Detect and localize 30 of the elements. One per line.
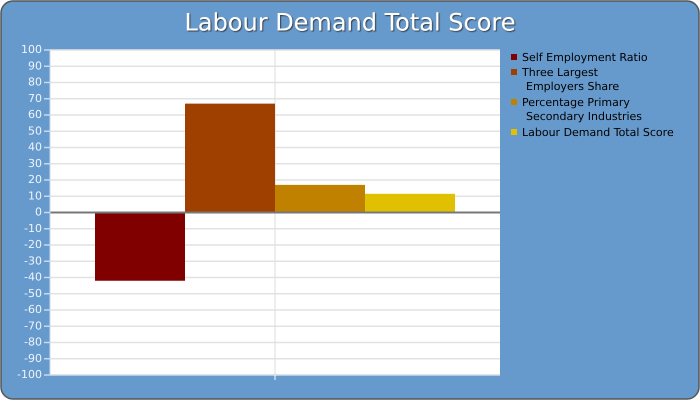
legend-label: Labour Demand Total Score	[522, 126, 674, 140]
y-tick-label: -60	[24, 303, 42, 316]
y-tick-label: 60	[28, 108, 42, 122]
y-tick-label: 80	[28, 76, 42, 89]
y-tick-label: 90	[28, 59, 42, 72]
bar	[275, 184, 365, 212]
bar	[185, 104, 275, 212]
y-tick-label: -100	[17, 368, 42, 382]
y-tick-label: 70	[28, 92, 42, 105]
legend-label: Self Employment Ratio	[522, 51, 648, 64]
y-tick-label: -50	[24, 286, 42, 300]
y-tick-label: 40	[28, 140, 42, 154]
bar	[365, 194, 455, 212]
y-tick-label: 20	[28, 173, 42, 186]
y-tick-label: -80	[24, 336, 42, 349]
y-tick-label: -70	[24, 319, 42, 332]
y-tick-label: 30	[28, 156, 42, 170]
y-tick-label: -20	[24, 238, 42, 252]
y-tick-label: 50	[28, 124, 42, 138]
y-tick-label: 10	[28, 189, 42, 202]
y-tick-label: 0	[35, 206, 42, 219]
chart-title: Labour Demand Total Score	[184, 8, 516, 37]
y-tick-label: 100	[21, 43, 42, 56]
y-tick-label: -90	[24, 352, 42, 365]
bar	[95, 212, 185, 281]
y-tick-label: -30	[24, 254, 42, 268]
y-tick-label: -40	[24, 270, 42, 284]
legend-label: Percentage Primary Secondary Industries	[522, 96, 642, 124]
y-tick-label: -10	[24, 222, 42, 235]
legend-label: Three Largest Employers Share	[521, 66, 620, 94]
